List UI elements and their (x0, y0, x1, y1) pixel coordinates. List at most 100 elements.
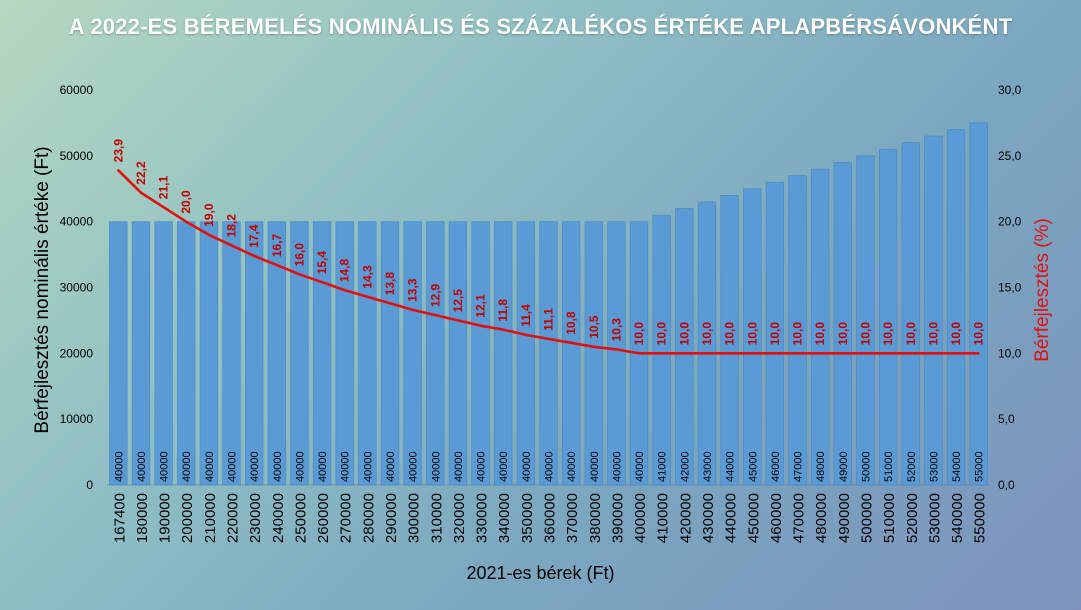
line-point (456, 319, 460, 322)
bar-value-label: 40000 (181, 451, 193, 482)
line-value-label: 23,9 (111, 139, 125, 163)
line-value-label: 16,7 (270, 233, 284, 257)
x-tick-label: 210000 (202, 493, 219, 543)
line-value-label: 10,0 (723, 322, 737, 346)
bar (539, 221, 558, 486)
line-value-label: 10,0 (926, 322, 940, 346)
bar (697, 201, 717, 486)
line-value-label: 22,2 (134, 161, 148, 185)
x-tick-label: 240000 (270, 493, 287, 543)
line-value-label: 10,3 (609, 318, 623, 342)
x-tick-label: 540000 (949, 493, 966, 543)
x-tick-label: 460000 (768, 493, 785, 543)
bar (494, 221, 513, 486)
line-point (320, 281, 324, 284)
bar-value-label: 40000 (159, 451, 171, 482)
line-value-label: 10,0 (904, 322, 918, 346)
x-tick-label: 250000 (292, 493, 309, 543)
bar-value-label: 40000 (521, 451, 533, 482)
y-tick-label-left: 60000 (60, 83, 94, 97)
x-tick-label: 440000 (723, 493, 740, 543)
line-value-label: 10,5 (587, 315, 601, 339)
y-tick-label-right: 30,0 (998, 83, 1022, 97)
bar-value-label: 40000 (498, 451, 510, 482)
line-value-label: 17,4 (247, 224, 261, 248)
bar-value-label: 49000 (838, 451, 850, 482)
y-tick-label-right: 20,0 (998, 215, 1022, 229)
x-tick-label: 430000 (700, 493, 717, 543)
x-tick-label: 380000 (587, 493, 604, 543)
bar-value-label: 40000 (362, 451, 374, 482)
bar (177, 221, 196, 486)
line-value-label: 10,0 (836, 322, 850, 346)
bar (131, 221, 151, 486)
bar (154, 221, 173, 486)
x-tick-label: 280000 (360, 493, 377, 543)
bar-value-label: 52000 (906, 451, 918, 482)
bar-value-label: 46000 (770, 451, 782, 482)
bar (946, 129, 966, 486)
line-point (751, 352, 754, 355)
bar-value-label: 53000 (928, 451, 940, 482)
bar (312, 221, 332, 486)
y-tick-label-left: 20000 (60, 346, 94, 360)
x-tick-label: 310000 (428, 493, 445, 543)
bar-value-label: 43000 (702, 451, 714, 482)
x-axis-label: 2021-es bérek (Ft) (466, 563, 615, 583)
x-tick-label: 530000 (926, 493, 943, 543)
line-point (705, 352, 709, 355)
bar (652, 214, 671, 486)
x-tick-label: 360000 (542, 493, 559, 543)
line-value-label: 15,4 (315, 251, 329, 275)
x-tick-label: 190000 (157, 493, 174, 543)
line-value-label: 11,1 (542, 308, 556, 331)
line-point (660, 352, 663, 355)
line-point (252, 254, 256, 258)
bar-value-label: 40000 (476, 451, 488, 482)
line-point (434, 313, 437, 317)
line-value-label: 10,0 (655, 322, 669, 346)
bar-value-label: 40000 (113, 451, 125, 482)
line-point (909, 352, 912, 355)
bar (878, 148, 898, 486)
y-axis-left-label: Bérfejlesztés nominális értéke (Ft) (32, 146, 53, 434)
x-tick-label: 490000 (836, 493, 853, 543)
line-point (275, 263, 279, 267)
bar-value-label: 40000 (634, 451, 646, 482)
bar-value-label: 40000 (544, 451, 556, 482)
line-point (479, 324, 482, 327)
y-tick-label-right: 5,0 (998, 412, 1015, 426)
bar (267, 221, 286, 486)
y-tick-label-left: 40000 (60, 215, 94, 229)
bar (720, 195, 739, 486)
line-point (864, 352, 867, 355)
y-tick-label-left: 50000 (60, 149, 94, 163)
line-value-label: 12,9 (428, 283, 442, 307)
line-point (547, 337, 550, 341)
bar-value-label: 48000 (815, 451, 827, 482)
bar-value-label: 54000 (951, 451, 963, 482)
bar-value-label: 40000 (227, 451, 239, 482)
bar (403, 221, 422, 486)
bar-value-label: 40000 (611, 451, 623, 482)
line-point (230, 244, 233, 247)
x-tick-label: 520000 (904, 493, 921, 543)
y-tick-label-right: 10,0 (998, 346, 1022, 360)
line-point (388, 302, 392, 305)
line-point (773, 352, 777, 355)
y-axis-right-label: Bérfejlesztés (%) (1032, 218, 1053, 362)
line-value-label: 10,0 (745, 322, 759, 346)
line-value-label: 19,0 (202, 203, 216, 227)
x-tick-label: 450000 (745, 493, 762, 543)
x-tick-label: 550000 (972, 493, 989, 543)
x-tick-label: 270000 (338, 493, 355, 543)
x-tick-label: 500000 (858, 493, 875, 543)
line-point (954, 352, 958, 355)
bar (471, 221, 490, 486)
line-value-label: 10,0 (677, 322, 691, 346)
bar-value-label: 40000 (294, 451, 306, 482)
bar-value-label: 40000 (272, 451, 284, 482)
line-point (366, 295, 369, 298)
bar (109, 221, 128, 486)
x-tick-label: 167400 (111, 493, 128, 543)
